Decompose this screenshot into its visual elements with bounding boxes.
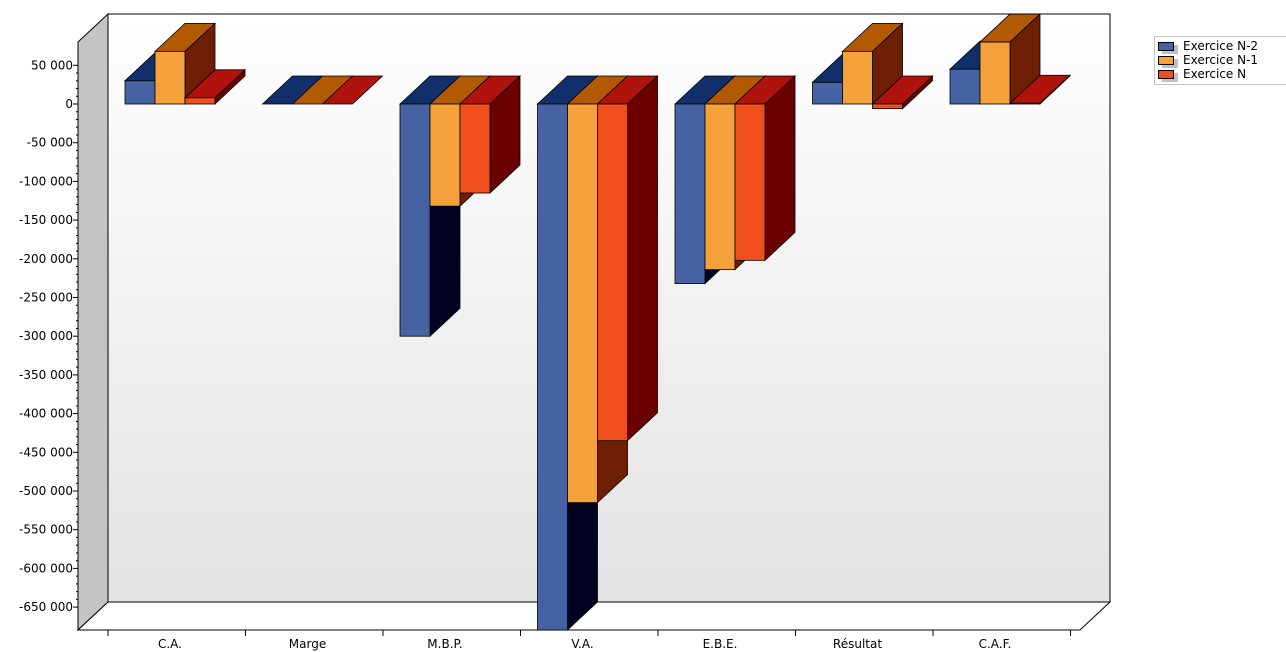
bar-front [597,103,628,442]
bar [978,13,1042,105]
legend-label: Exercice N-1 [1183,53,1259,67]
bar-front [184,97,216,105]
bar-front [1009,102,1041,105]
bar-front [124,80,156,105]
x-axis: C.A. Marge M.B.P. V.A. E.B.E. Résultat C.A.F. [78,629,1080,651]
bar [596,75,659,442]
chart-floor [76,601,1112,631]
x-tick-label: M.B.P. [427,637,462,651]
bar [871,75,934,110]
y-tick-label: 0 [65,97,73,111]
bar [733,75,797,262]
y-tick-label: -150 000 [19,213,73,227]
bar [321,75,384,105]
bar-front [704,103,736,271]
legend-item: Exercice N [1158,67,1286,82]
bar-front [429,103,461,207]
x-tick-label: E.B.E. [703,637,738,651]
bar-front [949,68,981,105]
x-tick-label: Marge [289,637,326,651]
y-tick-label: 50 000 [31,58,73,72]
legend-swatch [1158,69,1178,82]
bar-front [872,103,903,110]
bar-front [154,50,186,105]
bar-front [734,103,766,261]
bar-front [674,103,706,284]
bar-front [537,103,568,631]
y-tick-label: -650 000 [19,600,73,614]
legend-item: Exercice N-2 [1158,39,1286,54]
legend-swatch [1158,41,1178,54]
y-tick-label: -50 000 [27,136,73,150]
x-tick-label: C.A. [158,637,182,651]
y-tick-label: -300 000 [19,329,73,343]
legend-label: Exercice N-2 [1183,39,1259,53]
y-tick-label: -400 000 [19,407,73,421]
y-tick-label: -250 000 [19,291,73,305]
bar-front [399,103,431,337]
y-tick-label: -100 000 [19,174,73,188]
bar [183,68,247,105]
bar-side [764,75,796,262]
bar-side [627,75,658,442]
y-tick-label: -350 000 [19,368,73,382]
bar-front [979,41,1011,105]
bar [458,75,522,194]
x-tick-label: V.A. [571,637,593,651]
legend-swatch [1158,55,1178,68]
bar [153,22,217,105]
bar-front [842,50,873,105]
bar-front [567,103,598,504]
bar [841,22,904,105]
x-tick-label: C.A.F. [979,637,1012,651]
y-tick-label: -450 000 [19,445,73,459]
y-tick-label: -550 000 [19,523,73,537]
bar-front [459,103,491,194]
y-tick-label: -500 000 [19,484,73,498]
legend: Exercice N-2 Exercice N-1 Exercice N [1154,36,1286,85]
y-axis: 50 000 0 -50 000 -100 000 -150 000 -200 000 -2… [19,42,79,630]
bar [1008,74,1072,105]
y-tick-label: -200 000 [19,252,73,266]
legend-label: Exercice N [1183,67,1247,81]
legend-item: Exercice N-1 [1158,53,1286,68]
bars [123,13,1072,631]
y-tick-label: -600 000 [19,561,73,575]
bar-top [321,75,384,105]
x-tick-label: Résultat [833,637,882,651]
left-wall [77,12,109,632]
bar-front [812,81,843,105]
